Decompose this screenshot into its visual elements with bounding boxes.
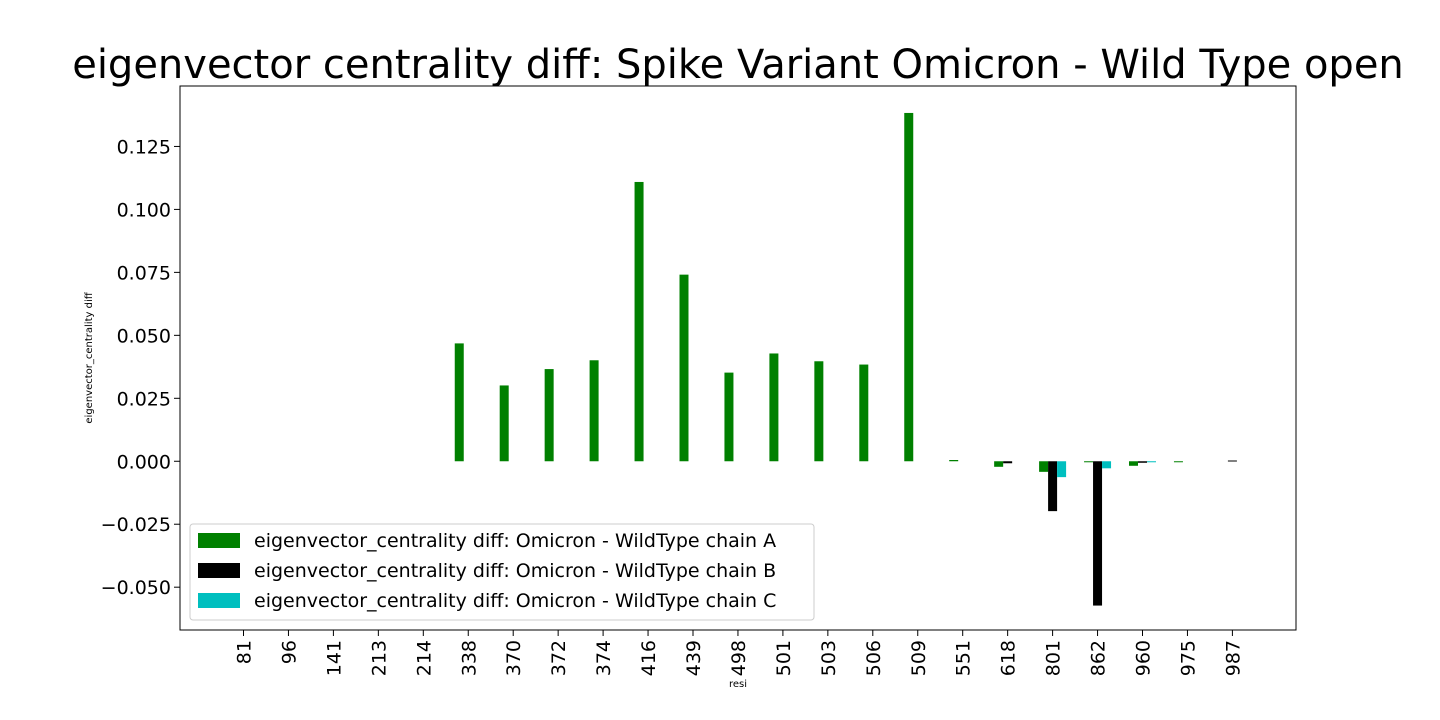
bar-series2-618 bbox=[1003, 461, 1013, 464]
bar-series1-618 bbox=[994, 461, 1004, 467]
x-tick-label: 862 bbox=[1088, 640, 1110, 676]
y-tick-label: 0.025 bbox=[117, 388, 171, 410]
bar-series1-338 bbox=[454, 343, 464, 462]
bar-series2-801 bbox=[1048, 461, 1058, 512]
x-tick-label: 501 bbox=[773, 640, 795, 676]
x-tick-label: 338 bbox=[458, 640, 480, 676]
x-ticks: 81 96 141 213 214 338 370 372 374 416 439 498 501 503… bbox=[234, 630, 1244, 676]
bar-series1-960 bbox=[1129, 461, 1138, 466]
x-tick-label: 141 bbox=[323, 640, 345, 676]
y-tick-label: 0.125 bbox=[117, 136, 171, 158]
legend-swatch bbox=[198, 563, 240, 578]
bar-series1-501 bbox=[769, 353, 779, 462]
y-axis-label: eigenvector_centrality diff bbox=[84, 291, 95, 423]
bar-series1-372 bbox=[544, 369, 554, 462]
bar-series1-551 bbox=[949, 460, 959, 462]
legend-swatch bbox=[198, 533, 240, 548]
x-tick-label: 498 bbox=[728, 640, 750, 676]
x-tick-label: 618 bbox=[998, 640, 1020, 676]
y-tick-label: 0.000 bbox=[117, 451, 171, 473]
y-tick-label: 0.050 bbox=[117, 325, 171, 347]
x-tick-label: 372 bbox=[548, 640, 570, 676]
x-tick-label: 374 bbox=[593, 640, 615, 676]
x-tick-label: 987 bbox=[1222, 640, 1244, 676]
bar-series1-498 bbox=[724, 372, 734, 462]
y-ticks: −0.050 −0.025 0.000 0.025 0.050 0.075 0.100 0.1… bbox=[101, 136, 180, 599]
bar-series1-439 bbox=[679, 274, 689, 462]
bar-series1-801 bbox=[1039, 461, 1049, 472]
legend-label: eigenvector_centrality diff: Omicron - W… bbox=[254, 560, 776, 582]
bar-series1-975 bbox=[1173, 461, 1183, 463]
x-tick-label: 975 bbox=[1177, 640, 1199, 676]
bar-series2-960 bbox=[1138, 461, 1147, 463]
bar-series1-370 bbox=[499, 385, 509, 462]
bar-series1-416 bbox=[634, 181, 644, 462]
bar-series3-801 bbox=[1057, 461, 1067, 478]
y-tick-label: 0.100 bbox=[117, 199, 171, 221]
bar-series1-506 bbox=[859, 364, 869, 462]
x-axis-label: resi bbox=[729, 679, 747, 690]
bar-series2-862 bbox=[1093, 461, 1103, 606]
x-tick-label: 213 bbox=[368, 640, 390, 676]
y-tick-label: 0.075 bbox=[117, 262, 171, 284]
x-tick-label: 81 bbox=[234, 640, 256, 664]
bar-series1-862 bbox=[1084, 461, 1094, 463]
bar-series3-862 bbox=[1102, 461, 1112, 469]
x-tick-label: 551 bbox=[953, 640, 975, 676]
x-tick-label: 801 bbox=[1043, 640, 1065, 676]
legend-swatch bbox=[198, 593, 240, 608]
x-tick-label: 416 bbox=[638, 640, 660, 676]
x-tick-label: 960 bbox=[1133, 640, 1155, 676]
x-tick-label: 370 bbox=[503, 640, 525, 676]
bar-series1-374 bbox=[589, 360, 599, 462]
legend-label: eigenvector_centrality diff: Omicron - W… bbox=[254, 530, 776, 552]
bar-series3-960 bbox=[1147, 461, 1156, 463]
x-tick-label: 214 bbox=[413, 640, 435, 676]
bars-layer bbox=[454, 112, 1237, 606]
bar-series1-503 bbox=[814, 361, 824, 462]
legend-label: eigenvector_centrality diff: Omicron - W… bbox=[254, 590, 776, 612]
bar-series1-509 bbox=[904, 112, 914, 462]
x-tick-label: 509 bbox=[908, 640, 930, 676]
x-tick-label: 439 bbox=[683, 640, 705, 676]
x-tick-label: 503 bbox=[818, 640, 840, 676]
y-tick-label: −0.050 bbox=[101, 577, 171, 599]
legend-box bbox=[189, 523, 815, 621]
x-tick-label: 506 bbox=[863, 640, 885, 676]
y-tick-label: −0.025 bbox=[101, 514, 171, 536]
chart-title: eigenvector centrality diff: Spike Varia… bbox=[72, 42, 1404, 88]
x-tick-label: 96 bbox=[278, 640, 300, 664]
bar-series2-987 bbox=[1227, 460, 1237, 462]
legend: eigenvector_centrality diff: Omicron - W… bbox=[189, 523, 815, 621]
